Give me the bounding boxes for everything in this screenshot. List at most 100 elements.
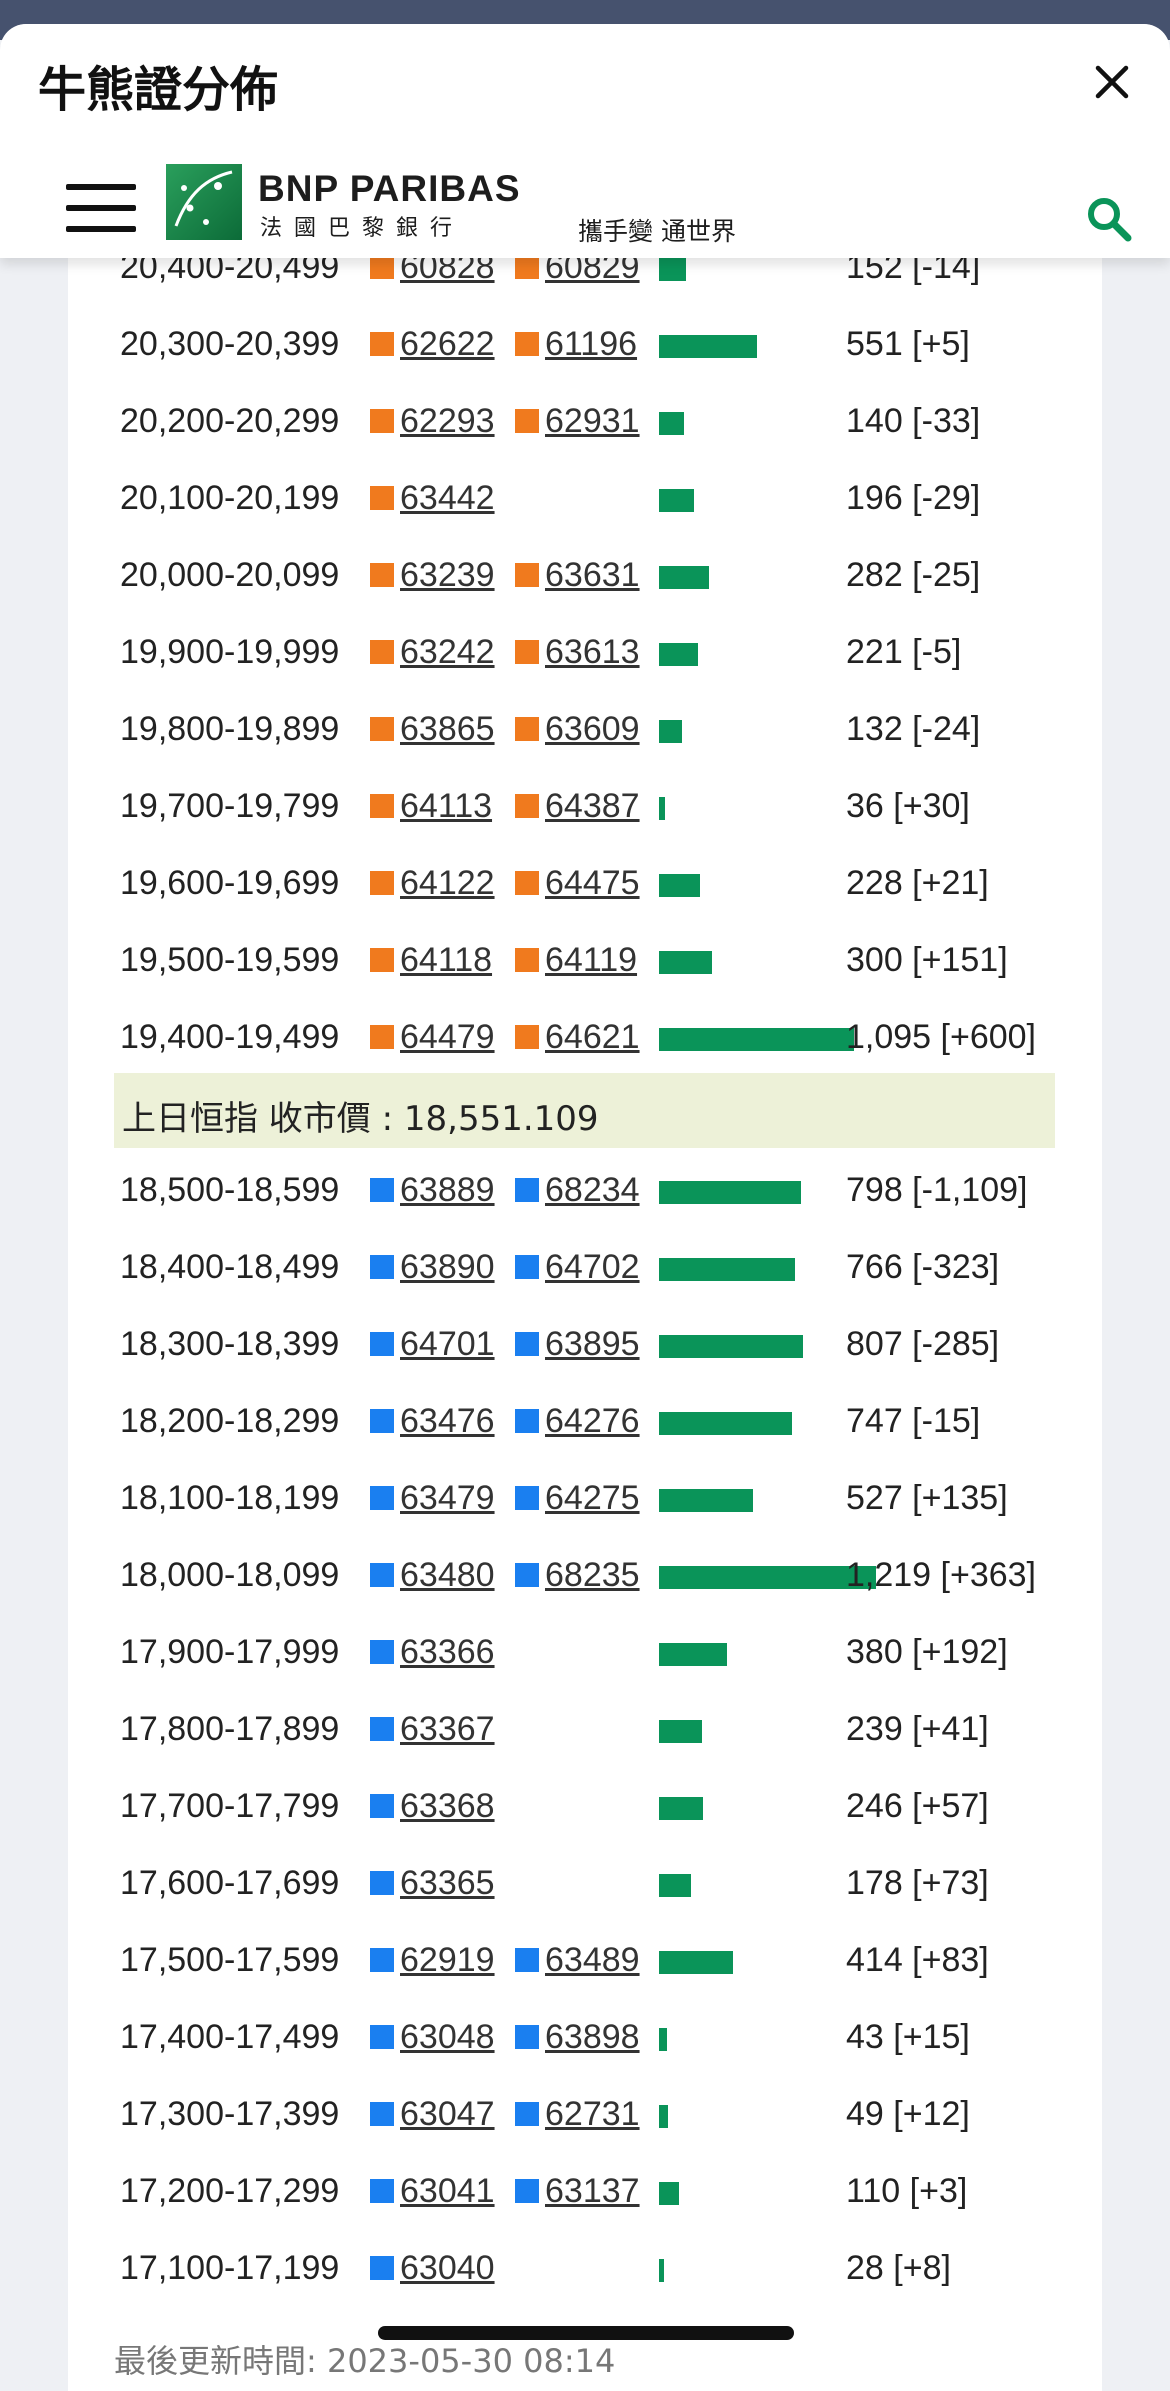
warrant-code-link[interactable]: 63242 xyxy=(370,633,495,672)
warrant-code: 63476 xyxy=(400,1402,495,1440)
volume-bar xyxy=(659,797,665,820)
warrant-code-link[interactable]: 63367 xyxy=(370,1710,495,1749)
volume-bar xyxy=(659,412,684,435)
warrant-code-link[interactable]: 64702 xyxy=(515,1248,640,1287)
warrant-code-link[interactable]: 63239 xyxy=(370,556,495,595)
warrant-code-link[interactable]: 62622 xyxy=(370,325,495,364)
warrant-code-link[interactable]: 63479 xyxy=(370,1479,495,1518)
table-row: 18,100-18,199 63479 64275 527 [+135] xyxy=(68,1457,1102,1534)
warrant-code-link[interactable]: 63041 xyxy=(370,2172,495,2211)
warrant-code-link[interactable]: 63865 xyxy=(370,710,495,749)
table-row: 17,900-17,999 63366 380 [+192] xyxy=(68,1611,1102,1688)
color-square-icon xyxy=(370,2025,394,2049)
warrant-code-link[interactable]: 63442 xyxy=(370,479,495,518)
count-label: 414 [+83] xyxy=(846,1941,989,1979)
warrant-code-link[interactable]: 62919 xyxy=(370,1941,495,1980)
warrant-code: 63890 xyxy=(400,1248,495,1286)
warrant-code: 62919 xyxy=(400,1941,495,1979)
search-icon xyxy=(1088,198,1132,242)
warrant-code-link[interactable]: 63609 xyxy=(515,710,640,749)
distribution-table: 上日恒指 收市價 : 18,551.109 最後更新時間: 2023-05-30… xyxy=(68,24,1102,2391)
warrant-code: 63898 xyxy=(545,2018,640,2056)
color-square-icon xyxy=(515,1948,539,1972)
color-square-icon xyxy=(370,640,394,664)
warrant-code: 63048 xyxy=(400,2018,495,2056)
volume-bar xyxy=(659,1258,795,1281)
warrant-code-link[interactable]: 62293 xyxy=(370,402,495,441)
warrant-code-link[interactable]: 63480 xyxy=(370,1556,495,1595)
warrant-code-link[interactable]: 63047 xyxy=(370,2095,495,2134)
color-square-icon xyxy=(370,1486,394,1510)
warrant-code-link[interactable]: 64387 xyxy=(515,787,640,826)
menu-button[interactable] xyxy=(66,184,136,232)
warrant-code-link[interactable]: 63368 xyxy=(370,1787,495,1826)
warrant-code-link[interactable]: 64113 xyxy=(370,787,492,826)
table-row: 20,200-20,299 62293 62931 140 [-33] xyxy=(68,380,1102,457)
color-square-icon xyxy=(370,1717,394,1741)
count-label: 43 [+15] xyxy=(846,2018,970,2056)
warrant-code-link[interactable]: 63365 xyxy=(370,1864,495,1903)
warrant-code-link[interactable]: 64118 xyxy=(370,941,492,980)
warrant-code-link[interactable]: 64701 xyxy=(370,1325,495,1364)
warrant-code-link[interactable]: 64122 xyxy=(370,864,495,903)
table-row: 17,700-17,799 63368 246 [+57] xyxy=(68,1765,1102,1842)
warrant-code: 63889 xyxy=(400,1171,495,1209)
range-label: 19,800-19,899 xyxy=(120,710,340,748)
warrant-code-link[interactable]: 64475 xyxy=(515,864,640,903)
warrant-code-link[interactable]: 63613 xyxy=(515,633,640,672)
last-updated-text: 最後更新時間: 2023-05-30 08:14 xyxy=(114,2342,616,2380)
count-label: 239 [+41] xyxy=(846,1710,989,1748)
warrant-code-link[interactable]: 62931 xyxy=(515,402,640,441)
table-row: 17,500-17,599 62919 63489 414 [+83] xyxy=(68,1919,1102,1996)
color-square-icon xyxy=(370,486,394,510)
warrant-code-link[interactable]: 64479 xyxy=(370,1018,495,1057)
bnp-logo[interactable]: BNP PARIBAS 法國巴黎銀行 xyxy=(166,164,544,244)
warrant-code-link[interactable]: 63631 xyxy=(515,556,640,595)
count-label: 178 [+73] xyxy=(846,1864,989,1902)
warrant-code-link[interactable]: 63889 xyxy=(370,1171,495,1210)
table-row: 17,300-17,399 63047 62731 49 [+12] xyxy=(68,2073,1102,2150)
color-square-icon xyxy=(370,2102,394,2126)
logo-subtitle: 法國巴黎銀行 xyxy=(260,216,465,241)
warrant-code: 63489 xyxy=(545,1941,640,1979)
warrant-code-link[interactable]: 64276 xyxy=(515,1402,640,1441)
table-row: 19,500-19,599 64118 64119 300 [+151] xyxy=(68,919,1102,996)
warrant-code-link[interactable]: 63048 xyxy=(370,2018,495,2057)
warrant-code-link[interactable]: 63895 xyxy=(515,1325,640,1364)
color-square-icon xyxy=(370,1409,394,1433)
warrant-code: 64276 xyxy=(545,1402,640,1440)
warrant-code-link[interactable]: 63040 xyxy=(370,2249,495,2288)
warrant-code: 64119 xyxy=(545,941,638,979)
color-square-icon xyxy=(515,563,539,587)
warrant-code-link[interactable]: 64119 xyxy=(515,941,637,980)
warrant-code-link[interactable]: 62731 xyxy=(515,2095,640,2134)
volume-bar xyxy=(659,643,698,666)
warrant-code-link[interactable]: 63489 xyxy=(515,1941,640,1980)
count-label: 527 [+135] xyxy=(846,1479,1008,1517)
count-label: 747 [-15] xyxy=(846,1402,981,1440)
warrant-code-link[interactable]: 68235 xyxy=(515,1556,640,1595)
warrant-code-link[interactable]: 64621 xyxy=(515,1018,640,1057)
warrant-code-link[interactable]: 64275 xyxy=(515,1479,640,1518)
close-button[interactable] xyxy=(1084,54,1140,110)
warrant-code-link[interactable]: 68234 xyxy=(515,1171,640,1210)
table-row: 17,100-17,199 63040 28 [+8] xyxy=(68,2227,1102,2304)
color-square-icon xyxy=(370,332,394,356)
warrant-code-link[interactable]: 63898 xyxy=(515,2018,640,2057)
warrant-code-link[interactable]: 63366 xyxy=(370,1633,495,1672)
volume-bar xyxy=(659,335,757,358)
warrant-code-link[interactable]: 63890 xyxy=(370,1248,495,1287)
warrant-code-link[interactable]: 63137 xyxy=(515,2172,640,2211)
count-label: 766 [-323] xyxy=(846,1248,1000,1286)
warrant-code-link[interactable]: 61196 xyxy=(515,325,637,364)
table-row: 17,600-17,699 63365 178 [+73] xyxy=(68,1842,1102,1919)
warrant-code-link[interactable]: 63476 xyxy=(370,1402,495,1441)
search-button[interactable] xyxy=(1084,194,1134,244)
table-row: 17,800-17,899 63367 239 [+41] xyxy=(68,1688,1102,1765)
color-square-icon xyxy=(370,2256,394,2280)
close-icon xyxy=(1095,65,1129,99)
volume-bar xyxy=(659,258,686,281)
volume-bar xyxy=(659,1181,801,1204)
count-label: 380 [+192] xyxy=(846,1633,1008,1671)
warrant-code: 64701 xyxy=(400,1325,495,1363)
